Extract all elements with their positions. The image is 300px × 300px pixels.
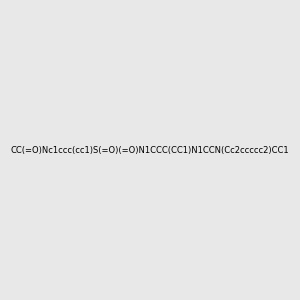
Text: CC(=O)Nc1ccc(cc1)S(=O)(=O)N1CCC(CC1)N1CCN(Cc2ccccc2)CC1: CC(=O)Nc1ccc(cc1)S(=O)(=O)N1CCC(CC1)N1CC…: [11, 146, 289, 154]
